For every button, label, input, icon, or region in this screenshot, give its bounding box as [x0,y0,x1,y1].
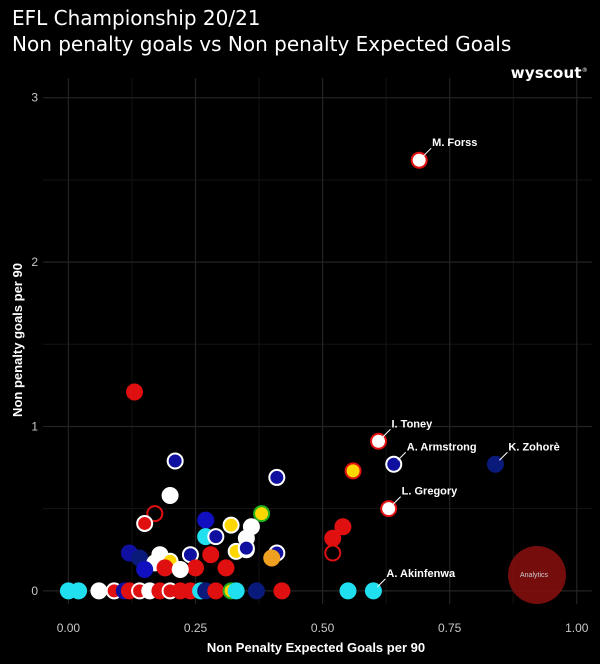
x-tick-label: 0.00 [57,621,81,635]
annotation-leader [422,147,432,157]
scatter-point [334,518,352,536]
scatter-point [370,432,387,450]
scatter-point [364,582,382,600]
tick-labels: 0.00 0.25 0.50 0.75 1.00 0 1 2 3 [31,91,588,635]
x-tick-label: 0.75 [438,621,462,635]
scatter-point [410,151,428,169]
scatter-point [268,468,286,486]
scatter-point [486,455,504,473]
annotation-leader [382,428,391,438]
y-tick-label: 3 [31,91,38,105]
grid-lines [43,78,592,604]
scatter-point [273,582,291,600]
scatter-point [237,539,255,557]
scatter-point [263,549,281,567]
badge-text: Analytics [520,572,549,579]
scatter-point [166,452,184,470]
annotation-label: A. Armstrong [407,441,477,453]
scatter-point [253,505,271,523]
annotation-label: I. Toney [392,418,434,430]
scatter-point [187,559,204,577]
x-tick-label: 0.50 [311,621,335,635]
scatter-point [202,546,220,564]
scatter-point [161,487,179,505]
scatter-point [227,582,245,600]
annotation-leader [397,451,407,461]
scatter-point [222,516,240,534]
y-axis-title: Non penalty goals per 90 [10,263,25,417]
scatter-point [136,560,154,578]
x-axis-title: Non Penalty Expected Goals per 90 [207,640,425,655]
annotation-label: L. Gregory [402,486,459,498]
scatter-point [156,559,174,577]
annotation-label: M. Forss [432,137,477,149]
x-tick-label: 0.25 [184,621,208,635]
scatter-point [70,582,88,600]
scatter-point [197,511,215,529]
logo-text: wyscout [510,64,582,82]
analytics-badge: Analytics [508,546,566,604]
chart-subtitle: Non penalty goals vs Non penalty Expecte… [12,32,512,56]
scatter-point [324,544,342,562]
y-tick-label: 2 [31,255,38,269]
scatter-point [126,383,143,401]
data-points [59,151,504,600]
annotation-leader [377,578,386,588]
x-tick-label: 1.00 [565,621,589,635]
scatter-point [344,462,362,480]
scatter-point [217,559,235,577]
annotation-leader [392,496,402,506]
scatter-point [136,514,154,532]
scatter-point [248,582,265,600]
wyscout-logo: wyscout® [510,64,588,82]
scatter-point [207,582,225,600]
scatter-point [90,582,108,600]
scatter-point [324,529,342,547]
scatter-point [207,528,225,546]
scatter-point [339,582,357,600]
scatter-point [385,455,403,473]
chart-title: EFL Championship 20/21 [12,6,261,30]
player-annotations: M. Forss I. Toney A. Armstrong K. Zohorè L. … [377,137,560,588]
scatter-point [380,500,398,518]
annotation-leader [499,451,508,461]
annotation-label: K. Zohorè [508,441,559,453]
scatter-point [171,560,189,578]
annotation-label: A. Akinfenwa [386,568,456,580]
y-tick-label: 1 [31,419,38,433]
scatter-point [146,505,164,523]
y-tick-label: 0 [31,584,38,598]
